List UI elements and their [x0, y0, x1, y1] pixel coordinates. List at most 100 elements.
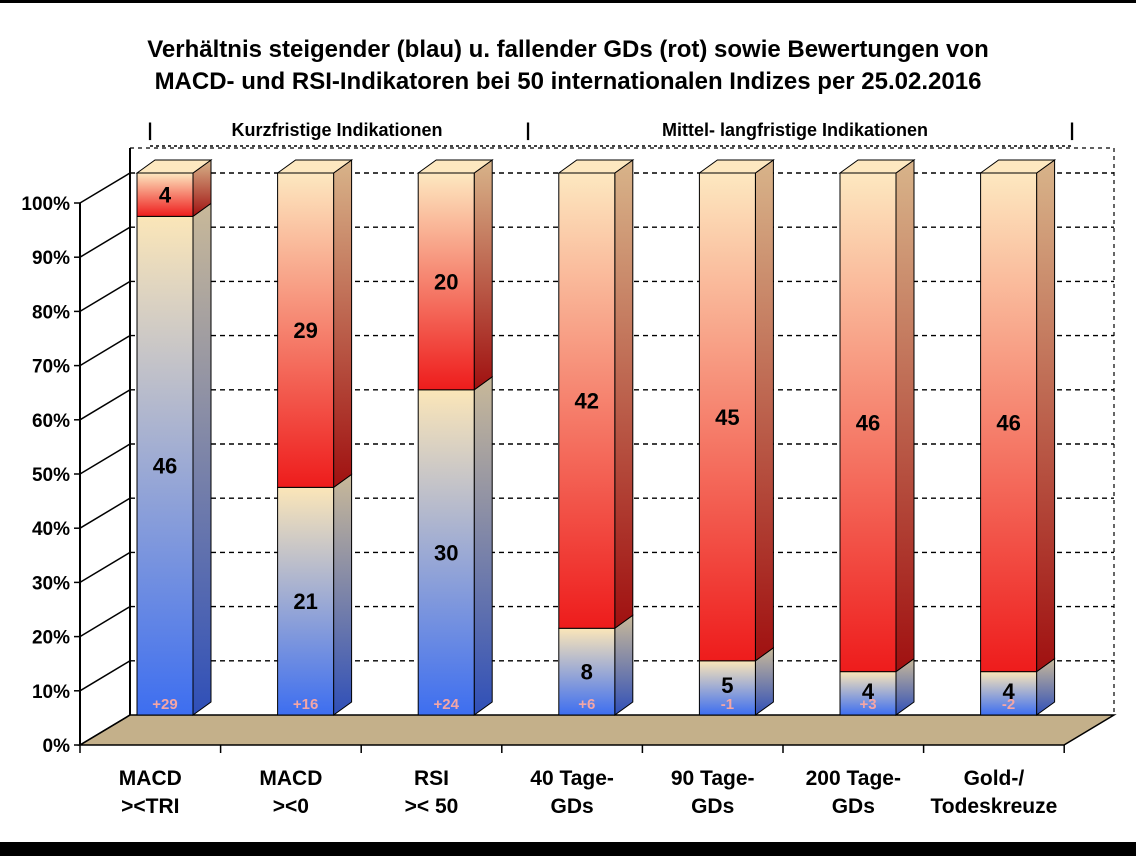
- bar-falling: [417, 172, 475, 391]
- chart-subtitle: MACD- und RSI-Indikatoren bei 50 interna…: [154, 68, 982, 95]
- gridline-depth: [79, 714, 131, 746]
- value-label-rising: 46: [153, 454, 177, 479]
- category-label: 40 Tage-: [530, 767, 614, 790]
- chart-floor: [77, 714, 1117, 746]
- bars: [135, 159, 1057, 716]
- ytick-label: 50%: [32, 465, 70, 486]
- bar-side-falling: [473, 159, 493, 391]
- gridline-depth: [79, 497, 131, 529]
- ytick-label: 40%: [32, 519, 70, 540]
- bar-group: [276, 159, 354, 716]
- bar-group: [416, 159, 494, 716]
- bar-group: [697, 159, 775, 716]
- bar-group: [838, 159, 916, 716]
- bar-rising: [277, 486, 335, 716]
- gridline-depth: [79, 226, 131, 258]
- section-label: Mittel- langfristige Indikationen: [662, 120, 928, 140]
- section-separator: |: [1069, 120, 1074, 140]
- bar-falling: [698, 172, 756, 662]
- bar-rising: [417, 389, 475, 716]
- category-label: MACD: [119, 767, 182, 790]
- category-label: RSI: [414, 767, 449, 790]
- floor-plane: [77, 714, 1117, 746]
- ytick-label: 90%: [32, 248, 70, 269]
- value-label-rising: 8: [581, 660, 593, 685]
- section-header: | | | Kurzfristige Indikationen Mittel- lang…: [147, 120, 1075, 147]
- ytick-label: 20%: [32, 628, 70, 649]
- value-label-rising: 5: [721, 673, 733, 698]
- chart-title: Verhältnis steigender (blau) u. fallende…: [147, 36, 989, 63]
- category-label: MACD: [259, 767, 322, 790]
- bar-side-falling: [614, 159, 634, 630]
- bar-falling: [136, 172, 194, 217]
- category-label: ><0: [273, 795, 309, 818]
- section-separator: |: [147, 120, 152, 140]
- ytick-label: 30%: [32, 573, 70, 594]
- bar-rising: [980, 671, 1038, 716]
- category-label: GDs: [691, 795, 734, 818]
- bar-side-falling: [1036, 159, 1056, 673]
- category-label: Gold-/: [964, 767, 1025, 790]
- value-label-falling: 42: [575, 389, 599, 414]
- difference-label: +29: [152, 696, 177, 713]
- value-label-rising: 4: [1002, 679, 1015, 704]
- bar-rising: [698, 660, 756, 716]
- difference-label: +3: [859, 696, 876, 713]
- bar-side-falling: [333, 159, 353, 489]
- bar-side-rising: [333, 473, 353, 716]
- bar-group: [979, 159, 1057, 716]
- difference-label: -1: [721, 696, 734, 713]
- value-label-rising: 21: [293, 589, 317, 614]
- value-label-falling: 20: [434, 269, 458, 294]
- value-label-falling: 46: [856, 410, 880, 435]
- ytick-label: 0%: [43, 736, 71, 757]
- bar-side-rising: [614, 614, 634, 716]
- bar-labels: 46 4 +29 MACD ><TRI 21 29 +16 MACD ><0 30 20 +24 RSI >…: [119, 183, 1058, 818]
- bar-falling: [839, 172, 897, 673]
- axes: 0% 10% 20% 30% 40% 50% 60% 70% 80% 90% 100%: [21, 147, 1115, 757]
- category-label: Todeskreuze: [930, 795, 1057, 818]
- category-label: 200 Tage-: [806, 767, 901, 790]
- category-label: ><TRI: [121, 795, 179, 818]
- category-label: GDs: [832, 795, 875, 818]
- bar-falling: [277, 172, 335, 488]
- gridline-depth: [79, 551, 131, 584]
- ytick-label: 60%: [32, 411, 70, 432]
- bar-group: [135, 159, 213, 716]
- category-label: >< 50: [405, 795, 459, 818]
- value-label-falling: 46: [996, 410, 1020, 435]
- bar-side-rising: [192, 202, 212, 716]
- difference-label: +6: [578, 696, 595, 713]
- category-label: GDs: [551, 795, 594, 818]
- bar-rising: [558, 627, 616, 716]
- bottom-border: [0, 842, 1136, 853]
- gridline-depth: [79, 660, 131, 692]
- section-label: Kurzfristige Indikationen: [231, 120, 442, 140]
- difference-label: +24: [433, 696, 459, 713]
- gridline-depth: [79, 389, 131, 421]
- category-label: 90 Tage-: [671, 767, 755, 790]
- gridline-depth: [79, 280, 131, 313]
- bar-rising: [136, 215, 194, 716]
- ytick-label: 80%: [32, 302, 70, 323]
- bar-group: [557, 159, 635, 716]
- bar-side-falling: [754, 159, 774, 662]
- bar-side-rising: [473, 375, 493, 716]
- value-label-rising: 4: [862, 679, 875, 704]
- difference-label: -2: [1002, 696, 1015, 713]
- gridline-depth: [79, 605, 131, 638]
- bar-falling: [980, 172, 1038, 673]
- ytick-label: 100%: [21, 194, 70, 215]
- bar-rising: [839, 671, 897, 716]
- difference-label: +16: [293, 696, 318, 713]
- section-separator: |: [525, 120, 530, 140]
- ytick-label: 10%: [32, 682, 70, 703]
- stacked-bar-chart: | | | Kurzfristige Indikationen Mittel- lang…: [21, 120, 1117, 818]
- value-label-rising: 30: [434, 540, 458, 565]
- ytick-label: 70%: [32, 357, 70, 378]
- value-label-falling: 29: [293, 318, 317, 343]
- value-label-falling: 45: [715, 405, 739, 430]
- bar-falling: [558, 172, 616, 629]
- gridline-depth: [79, 172, 131, 204]
